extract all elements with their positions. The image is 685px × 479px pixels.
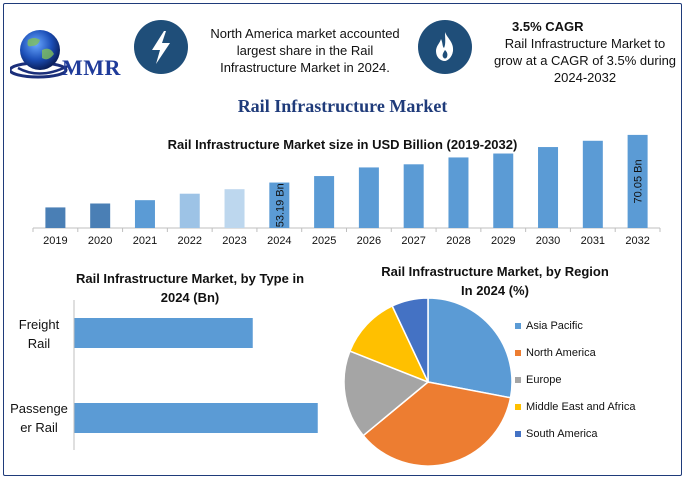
region-chart-title-line: In 2024 (%): [461, 283, 529, 298]
x-tick-label: 2031: [581, 235, 605, 247]
bar-2023: [224, 189, 245, 228]
bar-2031: [582, 140, 603, 228]
legend-item: South America: [515, 428, 598, 440]
x-tick-label: 2021: [133, 235, 157, 247]
cagr-heading: 3.5% CAGR: [512, 19, 584, 34]
category-line: Rail: [27, 336, 51, 351]
x-tick-label: 2030: [536, 235, 560, 247]
bar-2028: [448, 157, 469, 228]
bar-2022: [179, 193, 200, 228]
x-tick-label: 2032: [625, 235, 649, 247]
legend-swatch: [515, 404, 521, 410]
legend-swatch: [515, 323, 521, 329]
flame-icon: [418, 20, 472, 74]
banner-right-line: Rail Infrastructure Market to: [504, 36, 666, 51]
legend-item: Middle East and Africa: [515, 401, 635, 413]
x-tick-label: 2027: [401, 235, 425, 247]
category-line: Passenge: [10, 401, 68, 416]
bar-2024: [269, 182, 290, 228]
type-category-passenger: Passenge er Rail: [6, 399, 72, 437]
market-size-bar-chart: 2019 2020 2021 2022 2023 2024 2025 2026 2027 2028…: [32, 134, 661, 247]
x-tick-label: 2029: [491, 235, 515, 247]
legend-label: Middle East and Africa: [526, 401, 636, 413]
legend-label: North America: [526, 347, 596, 359]
type-category-freight: Freight Rail: [10, 315, 68, 353]
x-tick-label: 2026: [357, 235, 381, 247]
legend-item: Asia Pacific: [515, 320, 583, 332]
legend-item: Europe: [515, 374, 561, 386]
type-chart-title-line: Rail Infrastructure Market, by Type in: [75, 271, 305, 286]
region-chart-title-line: Rail Infrastructure Market, by Region: [381, 264, 609, 279]
bar-2025: [314, 176, 335, 228]
category-line: Freight: [18, 317, 60, 332]
region-chart-title: Rail Infrastructure Market, by Region In…: [355, 262, 635, 300]
x-tick-label: 2028: [446, 235, 470, 247]
bar-2026: [358, 167, 379, 228]
bar-2019: [45, 207, 66, 228]
legend-swatch: [515, 377, 521, 383]
bar-2032: [627, 134, 648, 228]
banner-left-line: Infrastructure Market in 2024.: [220, 60, 390, 75]
legend-label: Asia Pacific: [526, 320, 583, 332]
x-tick-label: 2025: [312, 235, 336, 247]
legend-label: Europe: [526, 374, 562, 386]
bar-2029: [493, 153, 514, 228]
legend-item: North America: [515, 347, 596, 359]
banner-right-line: 2024-2032: [553, 70, 617, 85]
banner-left-line: largest share in the Rail: [236, 43, 374, 58]
bar-2020: [90, 203, 111, 228]
legend-label: South America: [526, 428, 598, 440]
banner-left-line: North America market accounted: [210, 26, 400, 41]
category-line: er Rail: [20, 420, 58, 435]
globe-icon: [8, 30, 69, 79]
type-chart-title: Rail Infrastructure Market, by Type in 2…: [40, 269, 340, 307]
bar-2030: [538, 147, 559, 228]
mmr-logo: [8, 28, 125, 88]
x-tick-label: 2022: [178, 235, 202, 247]
infographic-frame: [3, 3, 682, 476]
banner-right-text: 3.5% CAGR Rail Infrastructure Market to …: [490, 18, 680, 86]
logo-text: MMR: [62, 55, 121, 80]
bar-data-label: 70.05 Bn: [633, 159, 645, 203]
banner-left-text: North America market accounted largest s…: [200, 25, 410, 76]
legend-swatch: [515, 350, 521, 356]
x-tick-label: 2019: [43, 235, 67, 247]
bar-data-label: 53.19 Bn: [274, 183, 286, 227]
bar-2027: [403, 164, 424, 228]
x-tick-label: 2024: [267, 235, 291, 247]
x-tick-label: 2020: [88, 235, 112, 247]
bar-2021: [134, 200, 155, 228]
banner-right-line: grow at a CAGR of 3.5% during: [493, 53, 677, 68]
bar-chart-title: Rail Infrastructure Market size in USD B…: [167, 137, 518, 152]
x-tick-label: 2023: [222, 235, 246, 247]
legend-swatch: [515, 431, 521, 437]
lightning-icon: [134, 20, 188, 74]
page-title: Rail Infrastructure Market: [237, 96, 448, 116]
type-chart-title-line: 2024 (Bn): [160, 290, 220, 305]
